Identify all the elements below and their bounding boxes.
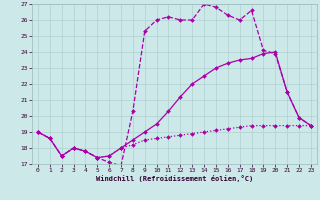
X-axis label: Windchill (Refroidissement éolien,°C): Windchill (Refroidissement éolien,°C) bbox=[96, 175, 253, 182]
